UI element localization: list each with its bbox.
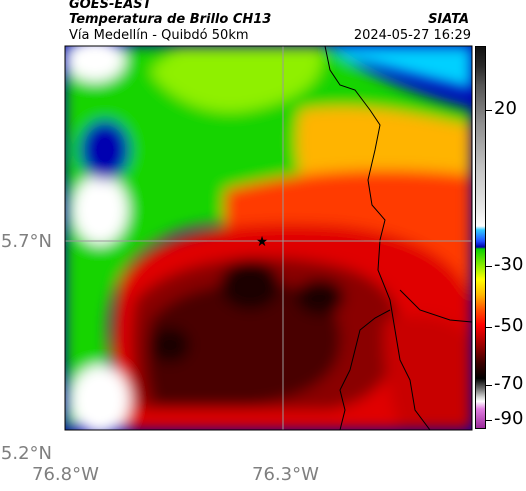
satellite-title: GOES-EAST xyxy=(69,0,152,12)
colorbar-label: 20 xyxy=(494,98,517,119)
colorbar-tick xyxy=(486,385,492,386)
timestamp-label: 2024-05-27 16:29 xyxy=(353,28,471,43)
colorbar-label: -30 xyxy=(494,254,524,275)
lon-label-1: 76.8°W xyxy=(32,464,99,485)
lat-label-2: 5.2°N xyxy=(0,443,52,464)
colorbar xyxy=(475,46,486,429)
colorbar-label: -90 xyxy=(494,408,524,429)
lon-label-2: 76.3°W xyxy=(252,464,319,485)
organization-label: SIATA xyxy=(428,12,469,27)
colorbar-tick xyxy=(486,266,492,267)
colorbar-tick xyxy=(486,327,492,328)
temperature-field xyxy=(65,46,472,430)
colorbar-label: -70 xyxy=(494,373,524,394)
colorbar-tick xyxy=(486,110,492,111)
border-lines xyxy=(324,46,472,430)
colorbar-tick xyxy=(486,420,492,421)
colorbar-label: -50 xyxy=(494,315,524,336)
region-label: Vía Medellín - Quibdó 50km xyxy=(69,28,249,43)
lat-label-1: 5.7°N xyxy=(0,231,52,252)
star-marker-icon: ★ xyxy=(256,234,269,250)
product-title: Temperatura de Brillo CH13 xyxy=(69,12,272,27)
